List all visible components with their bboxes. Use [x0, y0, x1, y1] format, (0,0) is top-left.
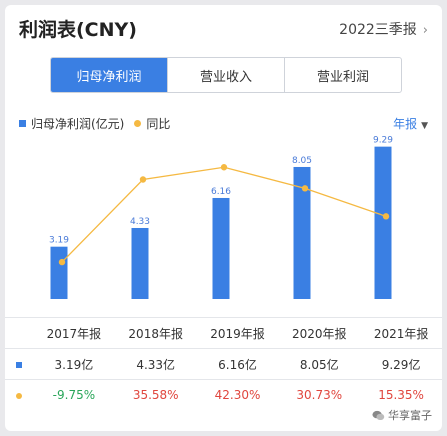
profit-cell: 4.33亿: [114, 348, 197, 380]
chevron-right-icon: ›: [422, 23, 428, 38]
bar-data-label: 9.29: [373, 136, 393, 146]
profit-card: 利润表(CNY) 2022三季报 › 归母净利润 营业收入 营业利润 归母净利润(…: [5, 5, 442, 431]
legend-bar-marker: [19, 120, 26, 127]
bar: [212, 197, 230, 299]
profit-cell: 9.29亿: [360, 348, 442, 380]
yoy-cell: 15.35%: [360, 379, 442, 411]
col-header: 2020年报: [278, 317, 361, 349]
table-header-row: 2017年报 2018年报 2019年报 2020年报 2021年报: [5, 317, 442, 349]
bar: [293, 166, 311, 299]
tab-operating-profit[interactable]: 营业利润: [284, 58, 401, 92]
wechat-icon: [372, 410, 385, 420]
range-dropdown[interactable]: 年报 ▼: [393, 115, 428, 132]
col-header: 2018年报: [114, 317, 197, 349]
yoy-cell: 42.30%: [196, 379, 279, 411]
range-label: 年报: [393, 117, 418, 131]
card-header: 利润表(CNY) 2022三季报 ›: [5, 5, 442, 47]
bar-data-label: 8.05: [292, 156, 312, 166]
yoy-point: [139, 176, 147, 183]
bar-data-label: 3.19: [49, 236, 69, 246]
yoy-row-marker: [16, 393, 22, 400]
watermark: 华享富子: [372, 407, 432, 423]
yoy-cell: 35.58%: [114, 379, 197, 411]
yoy-point: [220, 164, 228, 171]
profit-chart: 3.19 4.33 6.16 8.05 9.29: [49, 136, 393, 299]
chart-legend: 归母净利润(亿元) 同比: [19, 115, 170, 132]
watermark-text: 华享富子: [388, 409, 432, 422]
bar-data-label: 4.33: [130, 217, 150, 227]
bar: [50, 246, 68, 299]
page-title: 利润表(CNY): [19, 19, 137, 41]
profit-cell: 3.19亿: [33, 348, 115, 380]
table-row-profit: 3.19亿 4.33亿 6.16亿 8.05亿 9.29亿: [5, 348, 442, 380]
tab-net-profit[interactable]: 归母净利润: [51, 58, 167, 92]
bar: [374, 146, 392, 299]
bar: [131, 227, 149, 299]
table-row-yoy: -9.75% 35.58% 42.30% 30.73% 15.35%: [5, 379, 442, 411]
profit-cell: 8.05亿: [278, 348, 361, 380]
yoy-point: [382, 213, 390, 220]
triangle-down-icon: ▼: [421, 121, 428, 131]
col-header: 2021年报: [360, 317, 442, 349]
legend-line-marker: [134, 120, 142, 127]
profit-cell: 6.16亿: [196, 348, 279, 380]
col-header: 2019年报: [196, 317, 279, 349]
profit-row-marker: [16, 362, 22, 368]
tab-revenue[interactable]: 营业收入: [167, 58, 284, 92]
bar-data-label: 6.16: [211, 187, 231, 197]
col-header: 2017年报: [33, 317, 115, 349]
data-table: 2017年报 2018年报 2019年报 2020年报 2021年报 3.19亿…: [5, 317, 442, 411]
yoy-point: [58, 258, 66, 266]
legend-line-label: 同比: [146, 117, 171, 131]
period-selector[interactable]: 2022三季报 ›: [339, 19, 428, 39]
legend-bar-label: 归母净利润(亿元): [31, 117, 125, 131]
yoy-cell: -9.75%: [33, 379, 115, 411]
metric-tabs: 归母净利润 营业收入 营业利润: [50, 57, 402, 93]
yoy-point: [301, 185, 309, 192]
period-label: 2022三季报: [339, 22, 417, 38]
yoy-cell: 30.73%: [278, 379, 361, 411]
table-corner: [5, 317, 33, 349]
